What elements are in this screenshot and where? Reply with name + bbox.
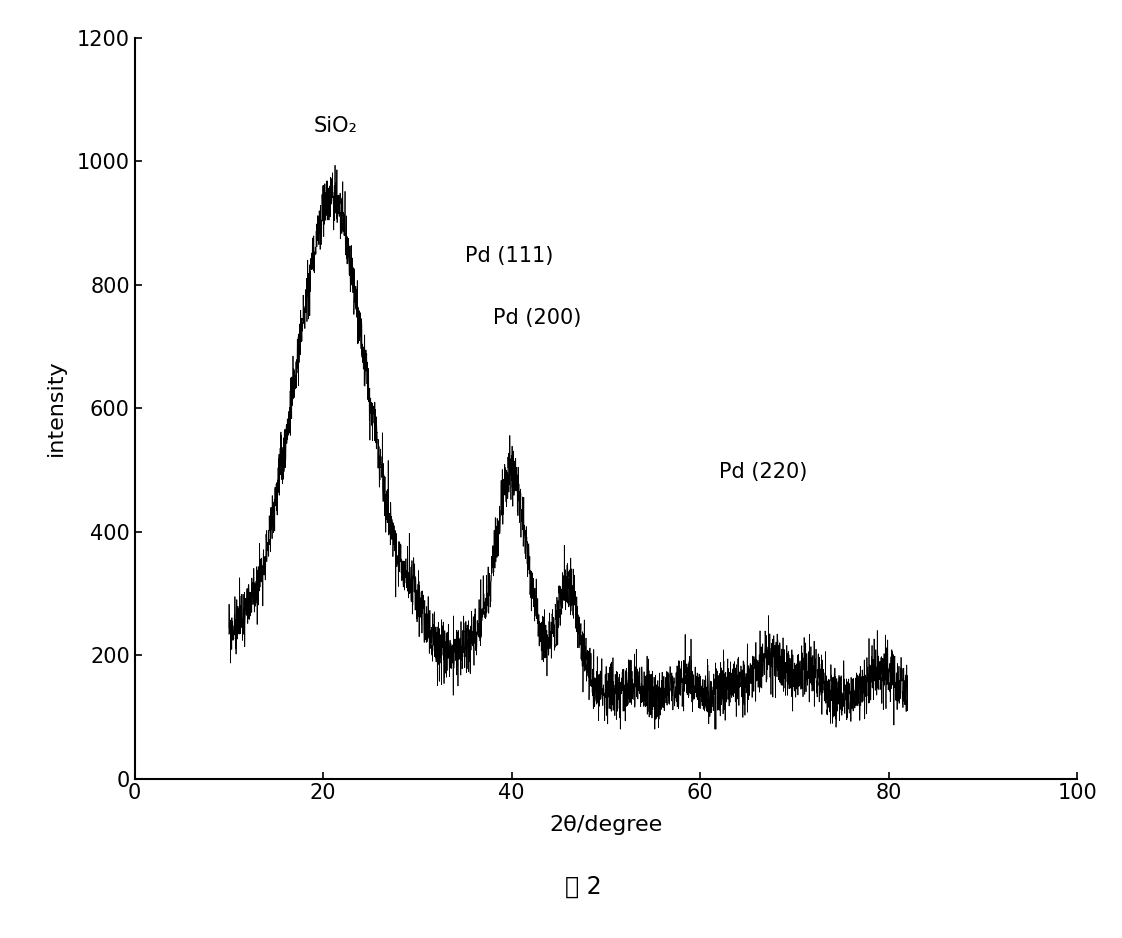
Text: Pd (220): Pd (220)	[719, 462, 808, 482]
Text: Pd (111): Pd (111)	[465, 246, 553, 266]
X-axis label: 2θ/degree: 2θ/degree	[550, 814, 662, 835]
Text: Pd (200): Pd (200)	[493, 308, 581, 327]
Text: 图 2: 图 2	[565, 874, 601, 899]
Text: SiO₂: SiO₂	[314, 116, 358, 136]
Y-axis label: intensity: intensity	[46, 359, 66, 457]
